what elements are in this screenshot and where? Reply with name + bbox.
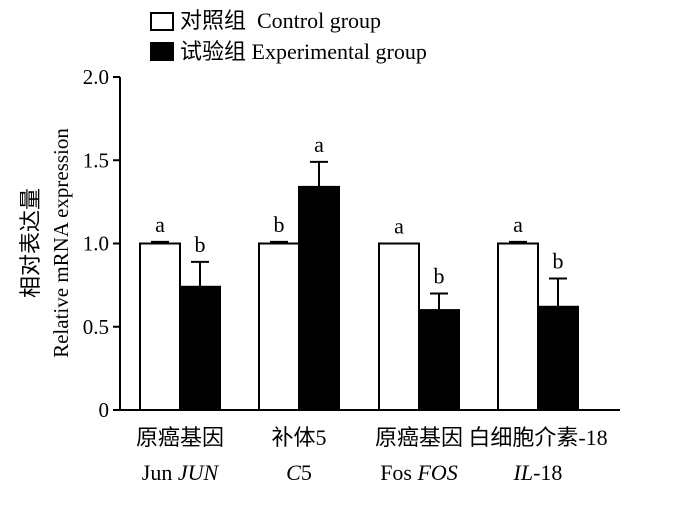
x-tick-label-en-italic: JUN xyxy=(178,460,220,485)
y-axis-label-en: Relative mRNA expression xyxy=(49,128,73,358)
bar-experimental xyxy=(537,305,579,411)
significance-label: a xyxy=(513,212,523,237)
significance-label: b xyxy=(195,232,206,257)
legend: 对照组 Control group 试验组 Experimental group xyxy=(150,8,427,64)
bar-experimental xyxy=(298,185,340,411)
x-tick-label-en: Fos FOS xyxy=(380,460,458,485)
significance-label: b xyxy=(274,212,285,237)
significance-label: a xyxy=(155,212,165,237)
bar-experimental xyxy=(179,285,221,412)
y-ticks: 0 0.5 1.0 1.5 2.0 xyxy=(83,65,120,422)
x-tick-label-cn: 原癌基因 xyxy=(375,425,463,450)
x-tick-label-en-suffix: -18 xyxy=(533,460,562,485)
y-axis-title: 相对表达量 Relative mRNA expression xyxy=(18,128,73,358)
legend-swatch-experimental xyxy=(150,42,174,61)
y-tick-label: 0.5 xyxy=(83,315,109,339)
legend-label-control: 对照组 Control group xyxy=(180,8,381,33)
significance-label: b xyxy=(434,263,445,288)
x-tick-label-cn: 原癌基因 xyxy=(136,425,224,450)
significance-label: b xyxy=(553,248,564,273)
x-tick-label-en-italic: IL xyxy=(513,460,534,485)
bar-control xyxy=(139,242,181,411)
x-tick-label-en-plain: Jun xyxy=(142,460,178,485)
significance-label: a xyxy=(394,214,404,239)
bar-control xyxy=(378,242,420,411)
significance-label: a xyxy=(314,132,324,157)
bar-control xyxy=(497,242,539,411)
bars xyxy=(139,185,579,412)
bar-control xyxy=(258,242,300,411)
x-tick-label-en-italic: FOS xyxy=(416,460,457,485)
y-tick-label: 1.5 xyxy=(83,148,109,172)
x-tick-label-en-italic: C xyxy=(286,460,301,485)
error-bars xyxy=(151,160,567,311)
y-tick-label: 2.0 xyxy=(83,65,109,89)
y-axis-label-cn: 相对表达量 xyxy=(18,188,43,298)
x-tick-label-cn: 补体5 xyxy=(271,425,326,450)
x-tick-label-en: C5 xyxy=(286,460,312,485)
significance-labels: a b a a b a b b xyxy=(155,132,563,289)
y-tick-label: 1.0 xyxy=(83,232,109,256)
x-tick-label-en: IL-18 xyxy=(513,460,563,485)
legend-swatch-control xyxy=(150,12,174,31)
x-tick-label-en: Jun JUN xyxy=(142,460,220,485)
y-tick-label: 0 xyxy=(99,398,110,422)
x-tick-label-en-suffix: 5 xyxy=(301,460,312,485)
bar-experimental xyxy=(418,309,460,412)
x-tick-label-en-plain: Fos xyxy=(380,460,417,485)
legend-label-experimental: 试验组 Experimental group xyxy=(180,39,427,64)
x-tick-labels: 原癌基因 Jun JUN 补体5 C5 原癌基因 Fos FOS 白细胞介素-18 IL-18 xyxy=(136,425,608,485)
x-tick-label-cn: 白细胞介素-18 xyxy=(468,425,607,450)
